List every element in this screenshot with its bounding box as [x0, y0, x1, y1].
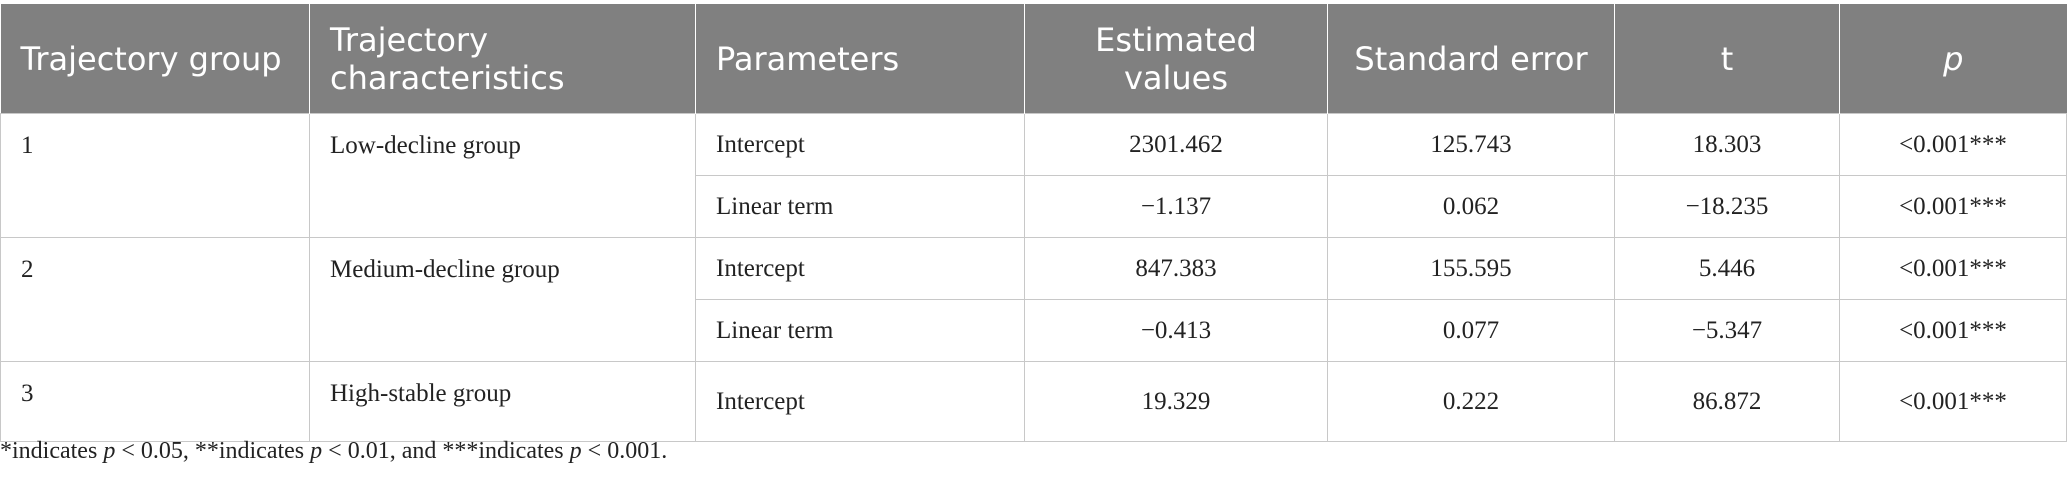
- footnote-part: < 0.001.: [581, 438, 668, 464]
- header-cell: Trajectory group: [0, 4, 310, 114]
- data-cell: 847.383: [1024, 237, 1328, 300]
- header-cell: Estimated values: [1024, 4, 1328, 114]
- data-cell: 19.329: [1024, 361, 1328, 442]
- header-cell: p: [1839, 4, 2067, 114]
- characteristics-cell: Low-decline group: [309, 113, 696, 238]
- data-cell: 0.222: [1327, 361, 1615, 442]
- characteristics-cell: High-stable group: [309, 361, 696, 442]
- data-cell: Intercept: [695, 237, 1025, 300]
- group-cell: 1: [0, 113, 310, 238]
- footnote-part: < 0.05, **indicates: [115, 438, 311, 464]
- data-cell: 0.062: [1327, 175, 1615, 238]
- data-cell: <0.001***: [1839, 361, 2067, 442]
- data-cell: 155.595: [1327, 237, 1615, 300]
- header-row: Trajectory group Trajectory characteristi…: [0, 4, 2067, 114]
- footnote-part: < 0.01, and ***indicates: [322, 438, 570, 464]
- table-row: 2 Medium-decline group Intercept 847.383 155…: [0, 237, 2067, 362]
- footnote: *indicates p < 0.05, **indicates p < 0.0…: [0, 438, 667, 465]
- results-table: Trajectory group Trajectory characteristi…: [0, 4, 2067, 442]
- footnote-part: p: [103, 438, 116, 464]
- data-cell: Intercept: [695, 361, 1025, 442]
- group-cell: 3: [0, 361, 310, 442]
- data-cell: 86.872: [1614, 361, 1840, 442]
- group-cell: 2: [0, 237, 310, 362]
- data-cell: −18.235: [1614, 175, 1840, 238]
- data-cell: <0.001***: [1839, 113, 2067, 176]
- footnote-part: *indicates: [0, 438, 104, 464]
- data-cell: Linear term: [695, 299, 1025, 362]
- data-cell: 5.446: [1614, 237, 1840, 300]
- footnote-part: p: [310, 438, 323, 464]
- data-cell: 18.303: [1614, 113, 1840, 176]
- header-cell: Standard error: [1327, 4, 1615, 114]
- data-cell: 2301.462: [1024, 113, 1328, 176]
- data-cell: 0.077: [1327, 299, 1615, 362]
- header-cell: Trajectory characteristics: [309, 4, 696, 114]
- footnote-part: p: [569, 438, 582, 464]
- data-cell: −5.347: [1614, 299, 1840, 362]
- characteristics-cell: Medium-decline group: [309, 237, 696, 362]
- header-cell: t: [1614, 4, 1840, 114]
- data-cell: −0.413: [1024, 299, 1328, 362]
- table-row: 1 Low-decline group Intercept 2301.462 125.7…: [0, 113, 2067, 238]
- header-cell: Parameters: [695, 4, 1025, 114]
- data-cell: <0.001***: [1839, 299, 2067, 362]
- data-cell: <0.001***: [1839, 237, 2067, 300]
- data-cell: Intercept: [695, 113, 1025, 176]
- table-row: 3 High-stable group Intercept 19.329 0.222 86…: [0, 361, 2067, 442]
- data-cell: −1.137: [1024, 175, 1328, 238]
- data-cell: <0.001***: [1839, 175, 2067, 238]
- table-row: Linear term −0.413 0.077 −5.347 <0.001***: [1, 299, 2067, 362]
- data-cell: Linear term: [695, 175, 1025, 238]
- table-body: 1 Low-decline group Intercept 2301.462 125.7…: [0, 113, 2067, 442]
- data-cell: 125.743: [1327, 113, 1615, 176]
